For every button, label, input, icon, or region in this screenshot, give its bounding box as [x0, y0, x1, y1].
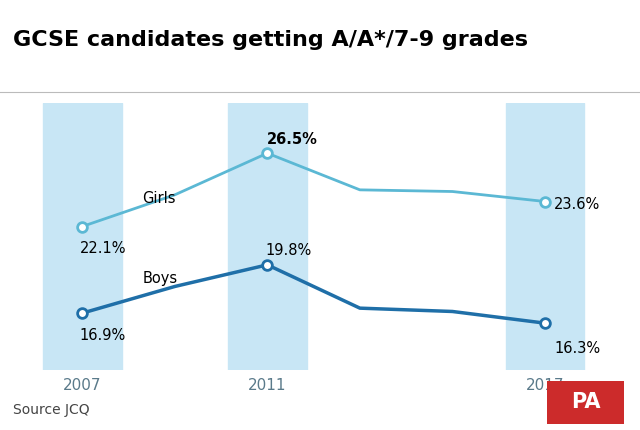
Text: GCSE candidates getting A/A*/7-9 grades: GCSE candidates getting A/A*/7-9 grades: [13, 30, 528, 50]
Text: PA: PA: [571, 392, 600, 412]
Text: Boys: Boys: [142, 270, 177, 286]
Bar: [43, 103, 122, 370]
Text: Source JCQ: Source JCQ: [13, 403, 90, 417]
Text: Girls: Girls: [142, 190, 176, 206]
Text: 19.8%: 19.8%: [265, 243, 311, 258]
Text: 22.1%: 22.1%: [80, 242, 127, 257]
Text: 16.3%: 16.3%: [554, 341, 600, 356]
Bar: [506, 103, 584, 370]
Text: 26.5%: 26.5%: [268, 132, 318, 147]
Text: 23.6%: 23.6%: [554, 197, 600, 212]
Text: 16.9%: 16.9%: [80, 328, 126, 343]
Bar: [228, 103, 307, 370]
